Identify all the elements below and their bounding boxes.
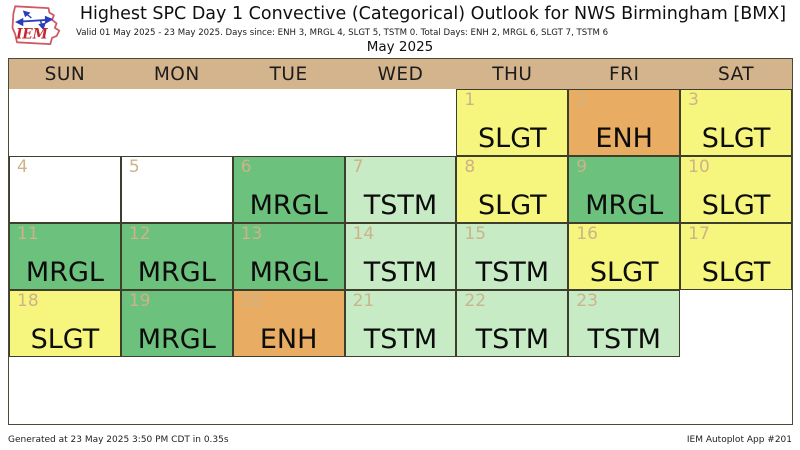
calendar-day-20: 20 ENH [232,290,345,357]
weekday-header-sat: SAT [680,59,792,89]
calendar-blank-cell [120,89,233,156]
calendar-blank-cell [344,357,457,424]
outlook-category-label: SLGT [478,123,547,154]
month-title: May 2025 [366,39,434,55]
generated-timestamp: Generated at 23 May 2025 3:50 PM CDT in … [8,435,229,445]
weekday-header-tue: TUE [232,59,345,89]
calendar-grid: SUN MON TUE WED THU FRI SAT 1 SLGT 2 ENH 3 SLGT 4 5 6 MR… [8,58,793,425]
calendar-day-22: 22 TSTM [456,290,569,357]
calendar-blank-cell [9,357,121,424]
day-number: 5 [128,157,140,177]
calendar-day-4: 4 [9,156,121,223]
iowa-outline [11,5,61,45]
day-number: 11 [17,224,39,244]
iem-logo-icon: IEM [11,5,61,45]
calendar-day-2: 2 ENH [568,89,681,156]
outlook-category-label: SLGT [701,257,771,288]
day-number: 4 [17,157,28,177]
calendar-blank-cell [232,89,345,156]
calendar-blank-cell [232,357,345,424]
weekday-header-fri: FRI [568,59,681,89]
day-number: 16 [576,224,598,244]
calendar-day-6: 6 MRGL [232,156,345,223]
weather-vane-icon [14,10,54,31]
calendar-day-23: 23 TSTM [568,290,681,357]
calendar-day-10: 10 SLGT [680,156,792,223]
calendar-day-21: 21 TSTM [344,290,457,357]
calendar-day-1: 1 SLGT [456,89,569,156]
outlook-category-label: MRGL [249,190,328,221]
outlook-category-label: TSTM [363,324,438,355]
outlook-category-label: ENH [595,123,653,154]
outlook-category-label: TSTM [475,257,550,288]
day-number: 14 [352,224,375,244]
outlook-category-label: SLGT [701,190,771,221]
day-number: 20 [240,291,263,311]
day-number: 1 [464,90,476,110]
day-number: 6 [240,157,252,177]
day-number: 8 [464,157,476,177]
outlook-category-label: MRGL [249,257,328,288]
calendar-blank-cell [680,290,792,357]
autoplot-app-credit: IEM Autoplot App #201 [686,435,792,445]
calendar-day-5: 5 [120,156,233,223]
day-number: 10 [688,157,710,177]
outlook-category-label: SLGT [478,190,547,221]
day-number: 21 [352,291,375,311]
calendar-day-16: 16 SLGT [568,223,681,290]
calendar-day-3: 3 SLGT [680,89,792,156]
day-number: 17 [688,224,710,244]
calendar-blank-cell [120,357,233,424]
day-number: 2 [576,90,588,110]
calendar-day-14: 14 TSTM [344,223,457,290]
outlook-category-label: SLGT [30,324,100,355]
outlook-category-label: TSTM [363,257,438,288]
day-number: 7 [352,157,364,177]
day-number: 9 [576,157,588,177]
calendar-day-7: 7 TSTM [344,156,457,223]
outlook-category-label: TSTM [363,190,438,221]
calendar-day-18: 18 SLGT [9,290,121,357]
calendar-blank-cell [568,357,681,424]
calendar-day-11: 11 MRGL [9,223,121,290]
calendar-day-13: 13 MRGL [232,223,345,290]
day-number: 15 [464,224,487,244]
calendar-day-12: 12 MRGL [120,223,233,290]
day-number: 22 [464,291,487,311]
outlook-category-label: TSTM [587,324,661,355]
day-number: 13 [240,224,263,244]
page-subtitle: Valid 01 May 2025 - 23 May 2025. Days si… [76,28,609,38]
calendar-day-8: 8 SLGT [456,156,569,223]
outlook-category-label: SLGT [701,123,771,154]
outlook-category-label: MRGL [25,257,104,288]
calendar-day-17: 17 SLGT [680,223,792,290]
outlook-category-label: TSTM [475,324,550,355]
weekday-header-mon: MON [120,59,233,89]
calendar-blank-cell [9,89,121,156]
calendar-day-19: 19 MRGL [120,290,233,357]
day-number: 19 [128,291,151,311]
calendar-blank-cell [680,357,792,424]
outlook-category-label: MRGL [137,257,216,288]
calendar-blank-cell [456,357,569,424]
calendar-blank-cell [344,89,457,156]
logo-text: IEM [15,27,49,43]
day-number: 18 [17,291,39,311]
day-number: 3 [688,90,699,110]
weekday-header-thu: THU [456,59,569,89]
weekday-header-wed: WED [344,59,457,89]
outlook-category-label: ENH [259,324,318,355]
outlook-category-label: SLGT [589,257,659,288]
calendar-day-15: 15 TSTM [456,223,569,290]
outlook-category-label: MRGL [137,324,216,355]
outlook-category-label: MRGL [585,190,664,221]
day-number: 23 [576,291,598,311]
weekday-header-sun: SUN [9,59,121,89]
day-number: 12 [128,224,151,244]
calendar-day-9: 9 MRGL [568,156,681,223]
page-title: Highest SPC Day 1 Convective (Categorica… [79,4,787,24]
